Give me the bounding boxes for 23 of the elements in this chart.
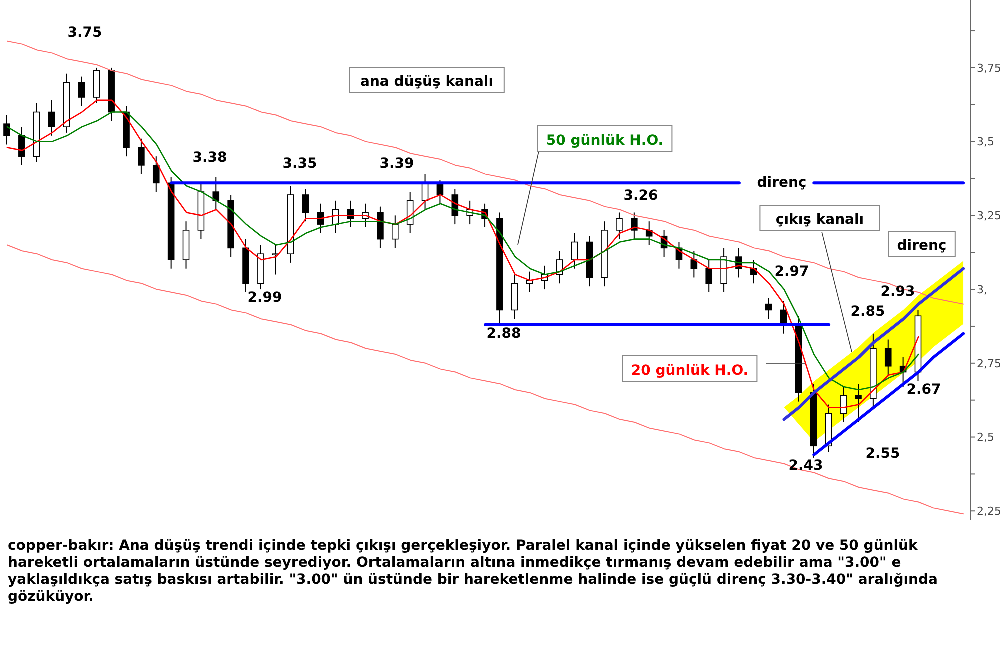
- annotation: 3.26: [624, 188, 658, 204]
- annotation: direnç: [897, 238, 947, 254]
- annotation: ana düşüş kanalı: [360, 74, 494, 90]
- annotation: 2.43: [788, 458, 824, 474]
- y-tick-label: 3,5: [977, 136, 994, 149]
- y-tick-label: 2,5: [977, 431, 994, 444]
- text: 20 günlük H.O.: [631, 363, 749, 379]
- annotation: çıkış kanalı: [776, 212, 864, 228]
- annotation: 3.35: [282, 156, 318, 172]
- annotation: 2.55: [866, 446, 900, 462]
- y-tick-label: 3,: [977, 283, 988, 296]
- annotation: 3.38: [192, 150, 228, 166]
- text: 50 günlük H.O.: [546, 133, 664, 149]
- annotation: 2.67: [906, 382, 942, 398]
- series-label: direnç: [757, 175, 807, 191]
- text: copper-bakır: Ana düşüş trendi içinde tepki çıkışı gerçekleşiyor. Paralel kanal içinde yükselen fiyat 20 ve 50 günlük hareketli ortalamaların üstünde seyrediyor. Ortalamaların altına inmedikçe tırmanış devam edebilir ama "3.00" e yaklaşıldıkça satış baskısı artabilir. "3.00" ün üstünde bir hareketlenme halinde ise güçlü direnç 3.30-3.40" aralığında gözüküyor.: [8, 538, 939, 606]
- annotation: 2.93: [880, 284, 916, 300]
- annotation: 3.75: [68, 25, 102, 41]
- annotation: 2.85: [850, 304, 886, 320]
- annotation: 3.39: [380, 156, 414, 172]
- annotation: 2.97: [774, 264, 810, 280]
- annotation: 2.88: [486, 326, 522, 342]
- annotation: 2.99: [248, 290, 282, 306]
